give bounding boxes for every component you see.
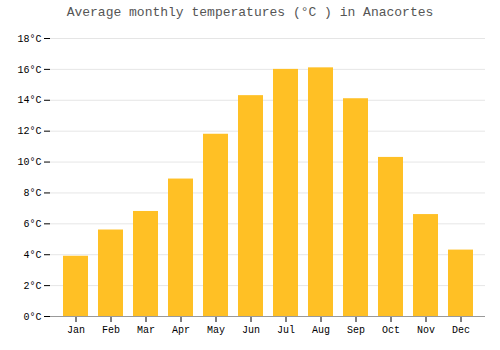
- svg-text:4°C: 4°C: [23, 250, 41, 261]
- svg-text:Nov: Nov: [417, 325, 435, 336]
- svg-text:18°C: 18°C: [17, 34, 41, 45]
- svg-text:0°C: 0°C: [23, 312, 41, 323]
- svg-text:Sep: Sep: [347, 325, 365, 336]
- svg-text:May: May: [207, 325, 225, 336]
- svg-text:8°C: 8°C: [23, 188, 41, 199]
- svg-text:Feb: Feb: [102, 325, 120, 336]
- svg-text:Apr: Apr: [172, 325, 190, 336]
- svg-text:6°C: 6°C: [23, 219, 41, 230]
- svg-text:Jan: Jan: [67, 325, 85, 336]
- html-text:Average monthly temperatures (: Average monthly temperatures (°C ) in An…: [66, 5, 434, 20]
- svg-text:12°C: 12°C: [17, 126, 41, 137]
- svg-text:Dec: Dec: [452, 325, 470, 336]
- svg-text:Jun: Jun: [242, 325, 260, 336]
- svg-text:16°C: 16°C: [17, 65, 41, 76]
- svg-text:Aug: Aug: [312, 325, 330, 336]
- svg-text:Oct: Oct: [382, 325, 400, 336]
- svg-text:Mar: Mar: [137, 325, 155, 336]
- svg-text:14°C: 14°C: [17, 95, 41, 106]
- svg-text:10°C: 10°C: [17, 157, 41, 168]
- svg-text:Jul: Jul: [277, 325, 295, 336]
- svg-text:2°C: 2°C: [23, 281, 41, 292]
